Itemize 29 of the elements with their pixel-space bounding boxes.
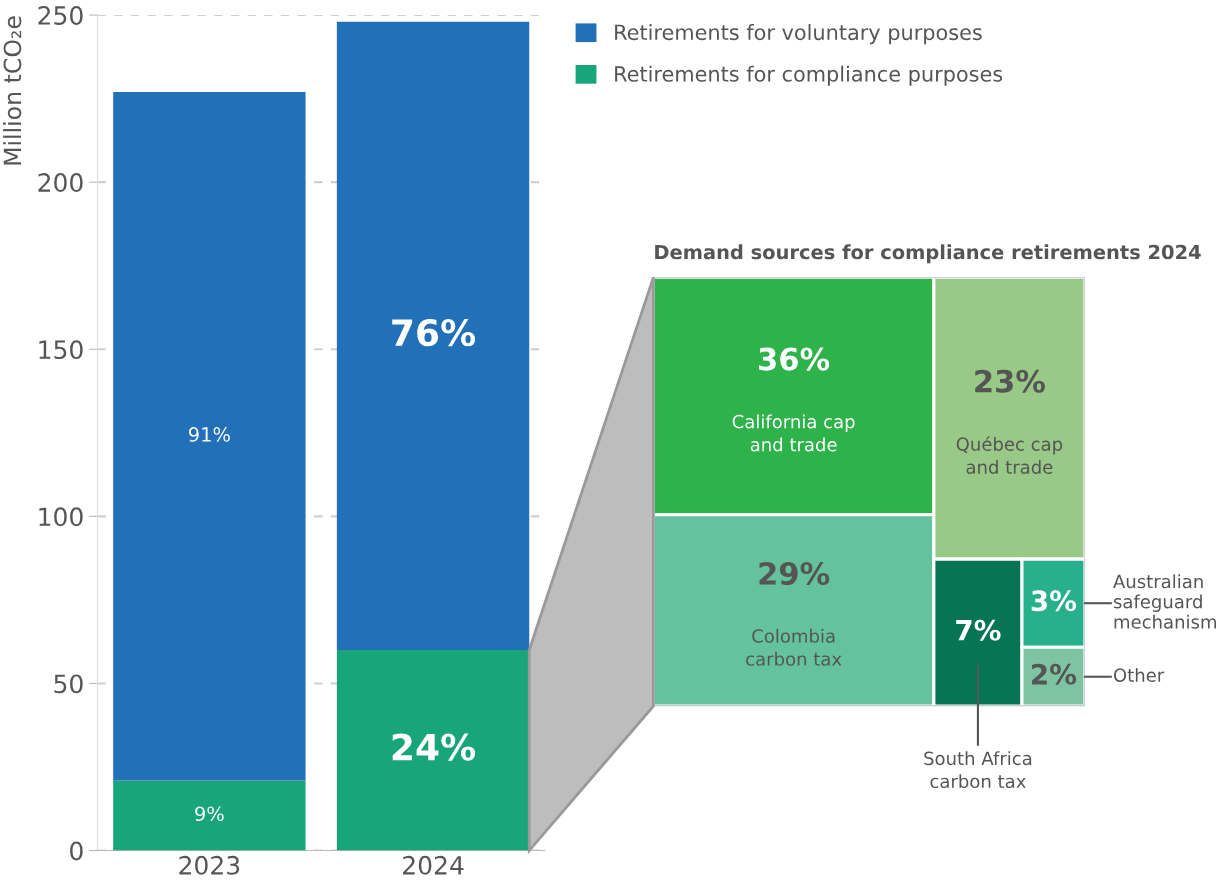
x-tick-label: 2024: [403, 855, 464, 875]
annotation: 9%: [195, 806, 224, 822]
bar: [113, 780, 306, 851]
category-label: California cap and trade: [732, 414, 855, 452]
legend-label: Retirements for voluntary purposes: [615, 24, 982, 45]
data-label: 2%: [1032, 663, 1077, 685]
y-tick-label: 50: [54, 674, 83, 694]
y-tick-label: 150: [39, 340, 83, 360]
data-label: 3%: [1031, 590, 1077, 612]
category-label: Colombia carbon tax: [746, 628, 842, 666]
y-tick-label: 200: [38, 173, 83, 193]
category-label: Australian safeguard mechanism: [1113, 574, 1217, 629]
text: Demand sources for compliance retirements 2024: [655, 244, 1201, 264]
data-label: 29%: [759, 561, 830, 586]
legend-label: Retirements for compliance purposes: [615, 65, 1003, 86]
y-tick-label: 100: [39, 507, 83, 527]
annotation: 91%: [188, 427, 230, 442]
y-axis-title: Million tCO₂e: [3, 16, 22, 165]
category-label: Québec cap and trade: [956, 436, 1063, 474]
data-label: 36%: [759, 347, 830, 371]
x-tick-label: 2023: [179, 855, 240, 875]
category-label: South Africa carbon tax: [924, 751, 1032, 789]
y-tick-label: 0: [70, 841, 83, 861]
y-tick-label: 250: [38, 6, 83, 25]
annotation: 24%: [392, 733, 476, 761]
data-label: 7%: [956, 619, 1001, 641]
category-label: Other: [1113, 668, 1165, 682]
annotation: 76%: [392, 319, 476, 347]
data-label: 23%: [975, 369, 1045, 393]
